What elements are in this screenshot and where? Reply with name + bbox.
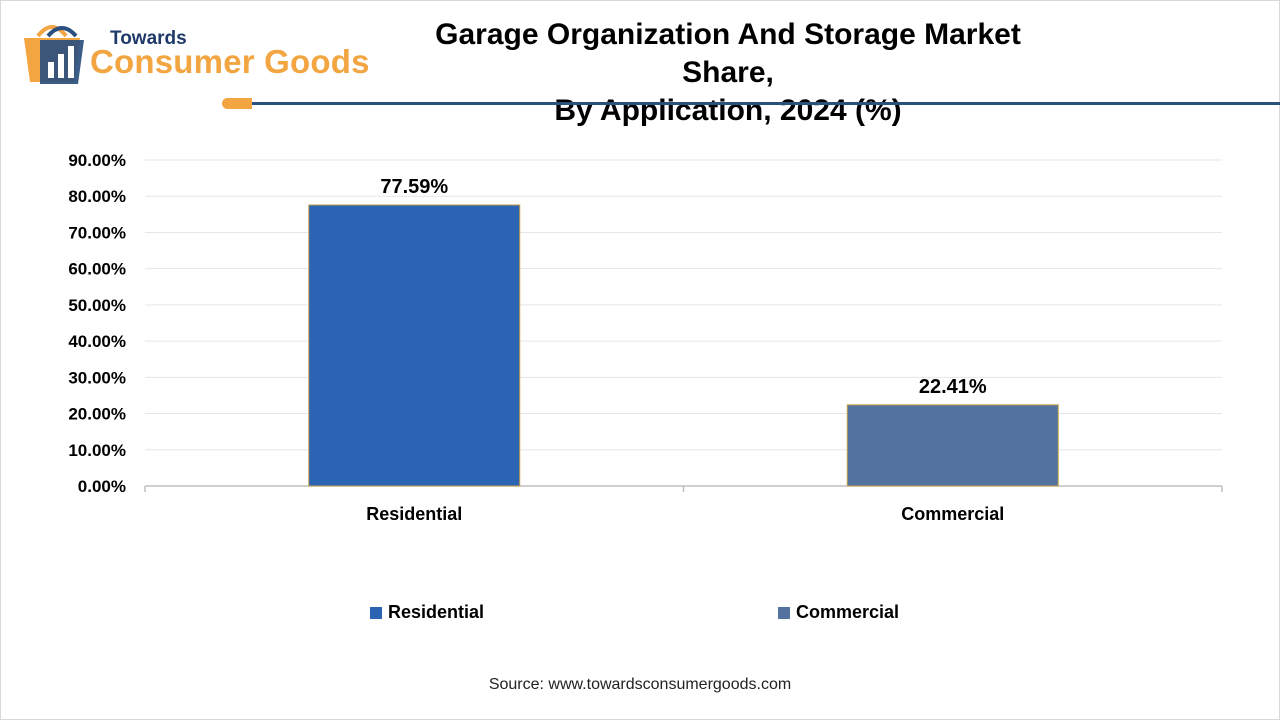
y-tick-label: 50.00% (68, 296, 126, 315)
logo-text-top: Towards (110, 28, 187, 49)
y-tick-label: 30.00% (68, 368, 126, 387)
x-tick-label-residential: Residential (366, 504, 462, 524)
data-label-residential: 77.59% (380, 176, 448, 198)
data-label-commercial: 22.41% (919, 376, 987, 398)
y-tick-label: 60.00% (68, 260, 126, 279)
y-tick-label: 70.00% (68, 223, 126, 242)
logo-text-main: Consumer Goods (90, 43, 370, 80)
bar-commercial (846, 404, 1059, 487)
y-tick-label: 0.00% (78, 477, 126, 496)
source-note: Source: www.towardsconsumergoods.com (488, 676, 792, 693)
header-accent-tab (222, 98, 252, 109)
bar-chart: 0.00% 10.00% 20.00% 30.00% 40.00% 50.00% 60.00… (68, 151, 1223, 524)
x-tick-label-commercial: Commercial (901, 504, 1004, 524)
legend-item-commercial: Commercial (778, 602, 899, 623)
chart-title-line1: Garage Organization And Storage Market S… (435, 18, 1021, 89)
legend-swatch-residential (370, 606, 382, 619)
legend-item-residential: Residential (370, 602, 484, 623)
legend-label-commercial: Commercial (796, 602, 900, 622)
header-divider (252, 102, 1280, 105)
brand-logo: Towards Consumer Goods (18, 18, 378, 90)
y-tick-label: 20.00% (68, 405, 126, 424)
y-tick-label: 10.00% (68, 441, 126, 460)
y-tick-label: 40.00% (68, 332, 126, 351)
y-tick-label: 80.00% (68, 187, 126, 206)
chart-title-line2: By Application, 2024 (%) (554, 94, 902, 127)
bar-residential (308, 204, 521, 487)
chart-legend: Residential Commercial (0, 602, 1280, 626)
shopping-bag-icon (24, 25, 84, 84)
legend-label-residential: Residential (388, 602, 485, 622)
legend-swatch-commercial (778, 606, 790, 619)
y-tick-label: 90.00% (68, 151, 126, 170)
chart-title: Garage Organization And Storage Market S… (400, 16, 1056, 130)
